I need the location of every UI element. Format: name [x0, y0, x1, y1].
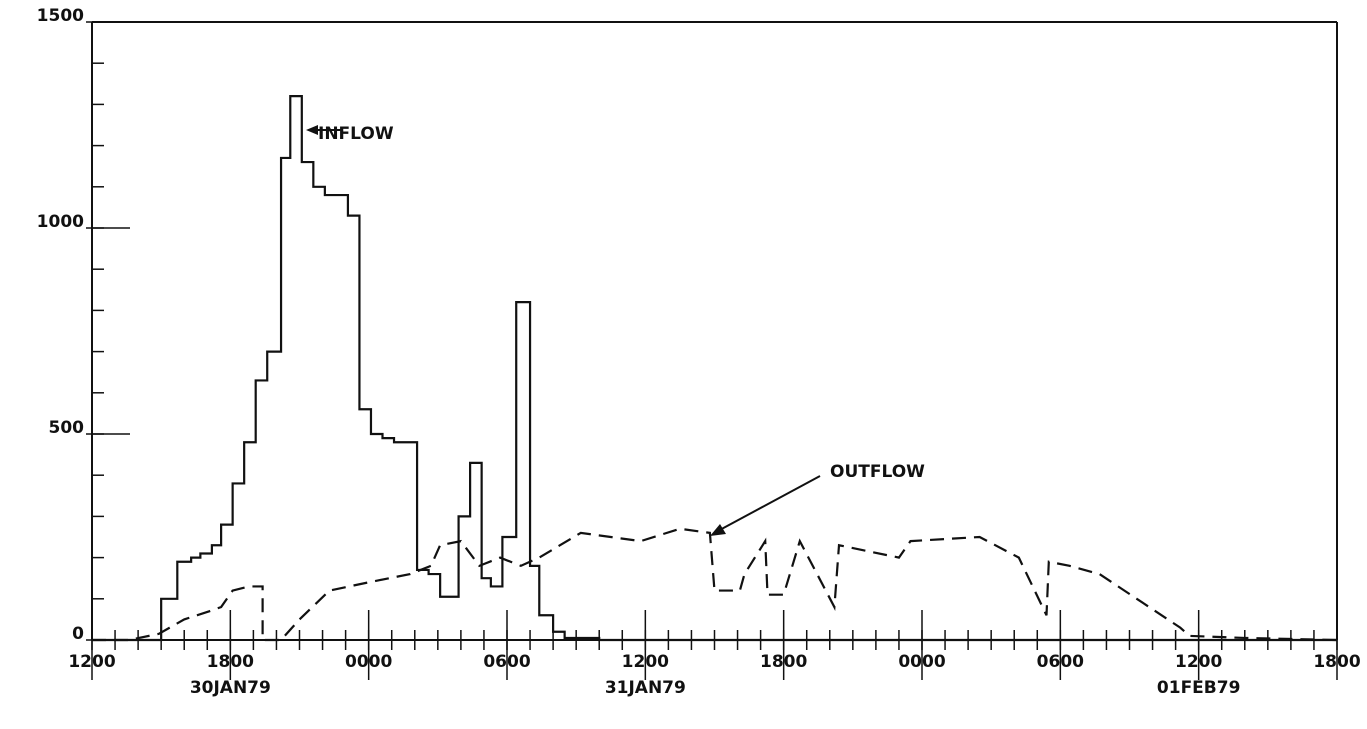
x-date-label: 30JAN79	[190, 678, 271, 698]
x-tick-label: 1200	[68, 652, 115, 672]
outflow-label: OUTFLOW	[830, 462, 925, 482]
x-tick-label: 0600	[1037, 652, 1084, 672]
series-line	[92, 95, 1337, 642]
x-tick-label: 0000	[345, 652, 392, 672]
x-date-label: 31JAN79	[605, 678, 686, 698]
x-tick-label: 1800	[207, 652, 254, 672]
outflow-arrowhead	[710, 524, 726, 536]
x-date-label: 01FEB79	[1157, 678, 1241, 698]
x-tick-label: 0600	[483, 652, 530, 672]
outflow-arrow	[715, 475, 821, 533]
x-tick-label: 1800	[1313, 652, 1360, 672]
x-tick-label: 0000	[898, 652, 945, 672]
x-tick-label: 1200	[622, 652, 669, 672]
y-tick-label: 500	[49, 418, 85, 438]
x-tick-label: 1800	[760, 652, 807, 672]
series-line	[92, 527, 1338, 642]
y-tick-label: 1500	[37, 6, 84, 26]
y-tick-label: 1000	[37, 212, 84, 232]
y-tick-label: 0	[72, 624, 84, 644]
x-tick-label: 1200	[1175, 652, 1222, 672]
inflow-arrowhead	[306, 125, 318, 135]
inflow-label: INFLOW	[318, 124, 394, 144]
plot-frame	[91, 21, 1338, 641]
